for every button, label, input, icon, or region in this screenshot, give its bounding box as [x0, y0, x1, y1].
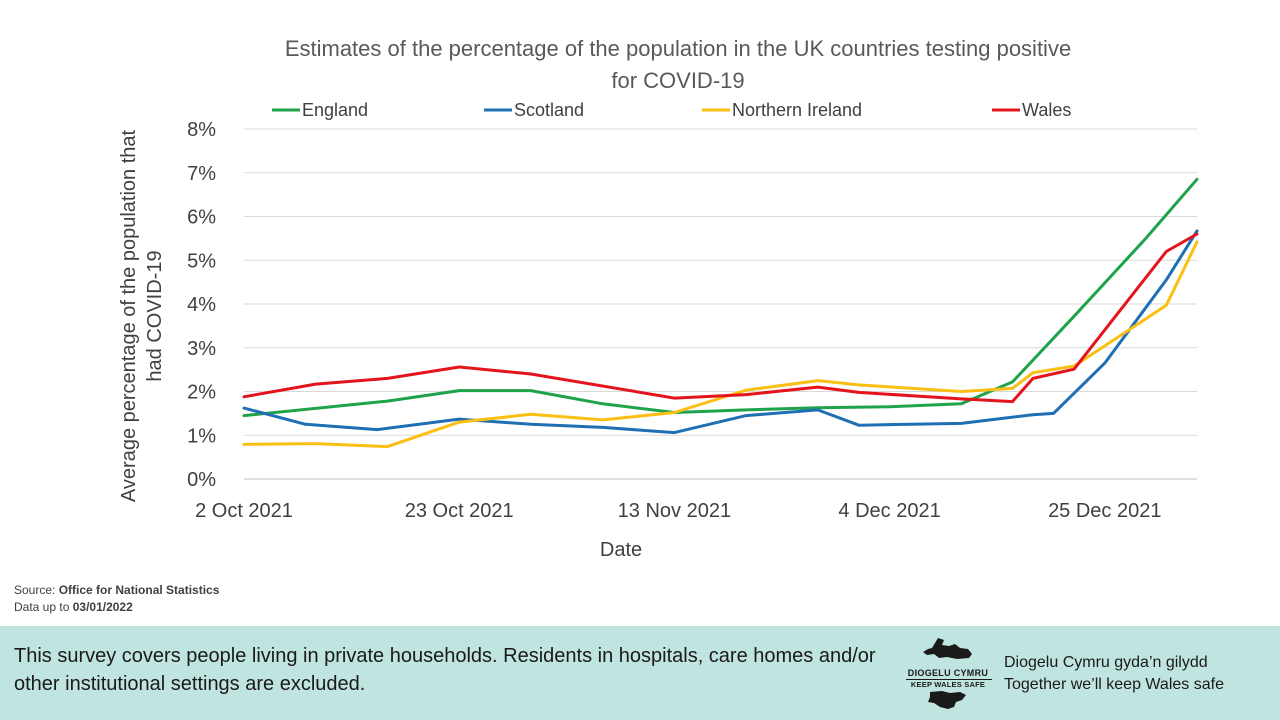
series-line-wales	[242, 232, 1199, 404]
series-line-northern-ireland	[242, 240, 1199, 449]
slogan-welsh: Diogelu Cymru gyda’n gilydd	[1004, 654, 1208, 671]
logo-line-2: KEEP WALES SAFE	[910, 680, 986, 689]
slogan-english: Together we’ll keep Wales safe	[1004, 676, 1224, 693]
y-tick-label: 0%	[187, 469, 216, 491]
slogan: Diogelu Cymru gyda’n gilydd Together we’…	[1004, 652, 1224, 696]
y-tick-label: 8%	[187, 119, 216, 141]
logo-divider	[906, 679, 992, 680]
legend-item-england: England	[272, 100, 368, 120]
y-tick-label: 2%	[187, 382, 216, 404]
legend-item-scotland: Scotland	[484, 100, 584, 120]
covid-positivity-chart: Estimates of the percentage of the popul…	[118, 36, 1199, 561]
footer-banner: This survey covers people living in priv…	[0, 626, 1280, 720]
gridlines	[244, 128, 1197, 480]
survey-note: This survey covers people living in priv…	[14, 645, 876, 695]
y-axis-title-line-2: had COVID-19	[144, 250, 166, 381]
legend-item-northern-ireland: Northern Ireland	[702, 100, 862, 120]
y-axis-ticks: 0% 1% 2% 3% 4% 5% 6% 7% 8%	[187, 119, 216, 491]
series-line-england	[242, 177, 1199, 418]
source-value: Office for National Statistics	[58, 583, 220, 597]
x-tick-label: 13 Nov 2021	[618, 500, 731, 522]
y-tick-label: 4%	[187, 294, 216, 316]
legend-label: Northern Ireland	[732, 100, 862, 120]
x-tick-label: 23 Oct 2021	[405, 500, 514, 522]
chart-title: Estimates of the percentage of the popul…	[285, 36, 1071, 93]
x-tick-label: 4 Dec 2021	[838, 500, 940, 522]
chart-title-line-2: for COVID-19	[611, 68, 744, 93]
y-tick-label: 1%	[187, 425, 216, 447]
y-tick-label: 5%	[187, 250, 216, 272]
chart-legend: England Scotland Northern Ireland Wales	[272, 100, 1071, 120]
data-date-value: 03/01/2022	[72, 600, 133, 614]
x-tick-label: 25 Dec 2021	[1048, 500, 1161, 522]
y-tick-label: 3%	[187, 338, 216, 360]
legend-label: Scotland	[514, 100, 584, 120]
legend-label: England	[302, 100, 368, 120]
data-date-label: Data up to	[14, 600, 73, 614]
source-label: Source:	[14, 583, 59, 597]
x-tick-label: 2 Oct 2021	[195, 500, 293, 522]
y-tick-label: 7%	[187, 163, 216, 185]
logo-line-1: DIOGELU CYMRU	[907, 668, 989, 678]
chart-title-line-1: Estimates of the percentage of the popul…	[285, 36, 1071, 61]
keep-wales-safe-logo: DIOGELU CYMRU KEEP WALES SAFE	[900, 634, 1000, 714]
series-line-scotland	[242, 229, 1199, 435]
y-tick-label: 6%	[187, 207, 216, 229]
y-axis-title: Average percentage of the population tha…	[118, 129, 166, 502]
wales-map-icon	[923, 638, 972, 709]
data-date-line: Data up to 03/01/2022	[14, 600, 133, 614]
x-axis-ticks: 2 Oct 2021 23 Oct 2021 13 Nov 2021 4 Dec 20…	[195, 500, 1161, 522]
x-axis-title: Date	[600, 539, 642, 561]
series-lines	[242, 177, 1199, 449]
legend-label: Wales	[1022, 100, 1071, 120]
source-line: Source: Office for National Statistics	[14, 583, 219, 597]
legend-item-wales: Wales	[992, 100, 1071, 120]
y-axis-title-line-1: Average percentage of the population tha…	[118, 129, 140, 502]
